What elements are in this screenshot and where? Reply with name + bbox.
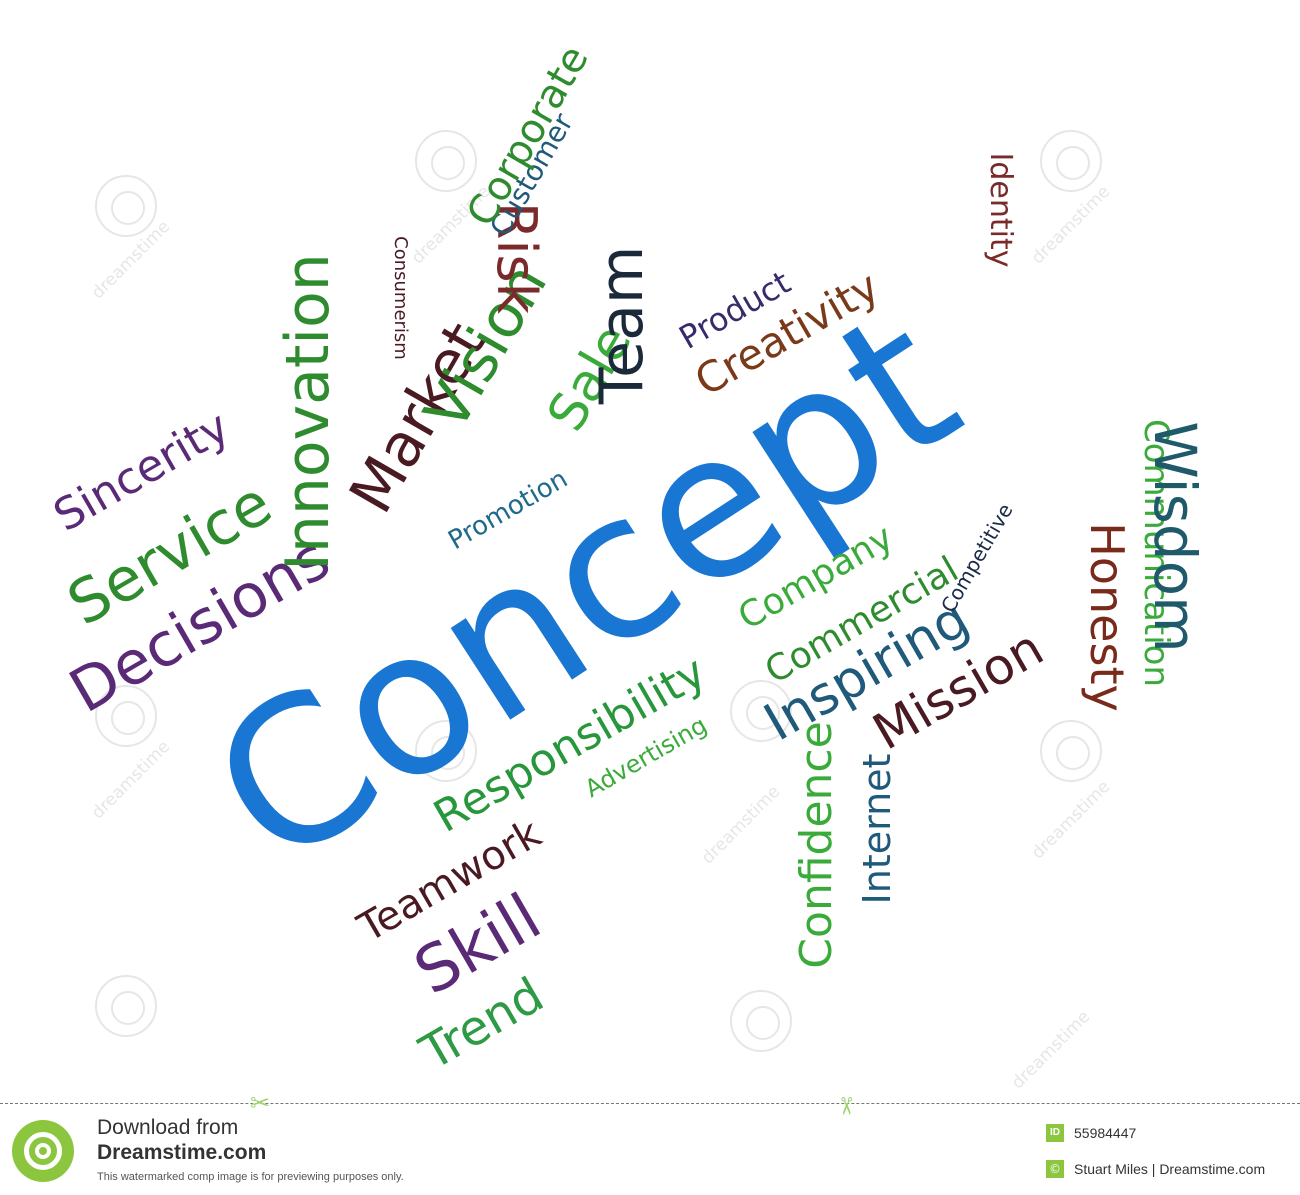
scissors-icon: ✂ bbox=[832, 1095, 861, 1117]
word-wisdom: Wisdom bbox=[1141, 421, 1210, 653]
word-cloud: Concept Responsibility Advertising Teamw… bbox=[45, 38, 1210, 1081]
scissors-icon: ✂ bbox=[250, 1089, 271, 1117]
photographer-credit: Stuart Miles | Dreamstime.com bbox=[1074, 1161, 1266, 1177]
copyright-icon: © bbox=[1046, 1160, 1064, 1178]
download-from-label: Download from bbox=[97, 1116, 239, 1139]
dreamstime-footer: ✂ ✂ Download from Dreamstime.com This wa… bbox=[0, 1091, 1300, 1195]
word-confidence: Confidence bbox=[791, 721, 843, 969]
word-honesty: Honesty bbox=[1080, 522, 1135, 712]
dreamstime-site-label: Dreamstime.com bbox=[97, 1141, 267, 1164]
word-identity: Identity bbox=[982, 152, 1018, 268]
word-innovation: Innovation bbox=[272, 253, 343, 571]
word-internet: Internet bbox=[854, 753, 899, 905]
word-consumerism: Consumerism bbox=[389, 236, 411, 360]
id-badge-icon: ID bbox=[1046, 1124, 1064, 1142]
word-team: Team bbox=[586, 245, 657, 405]
preview-notice: This watermarked comp image is for previ… bbox=[97, 1171, 404, 1183]
dreamstime-logo-icon bbox=[12, 1120, 74, 1182]
image-id: 55984447 bbox=[1074, 1125, 1137, 1141]
